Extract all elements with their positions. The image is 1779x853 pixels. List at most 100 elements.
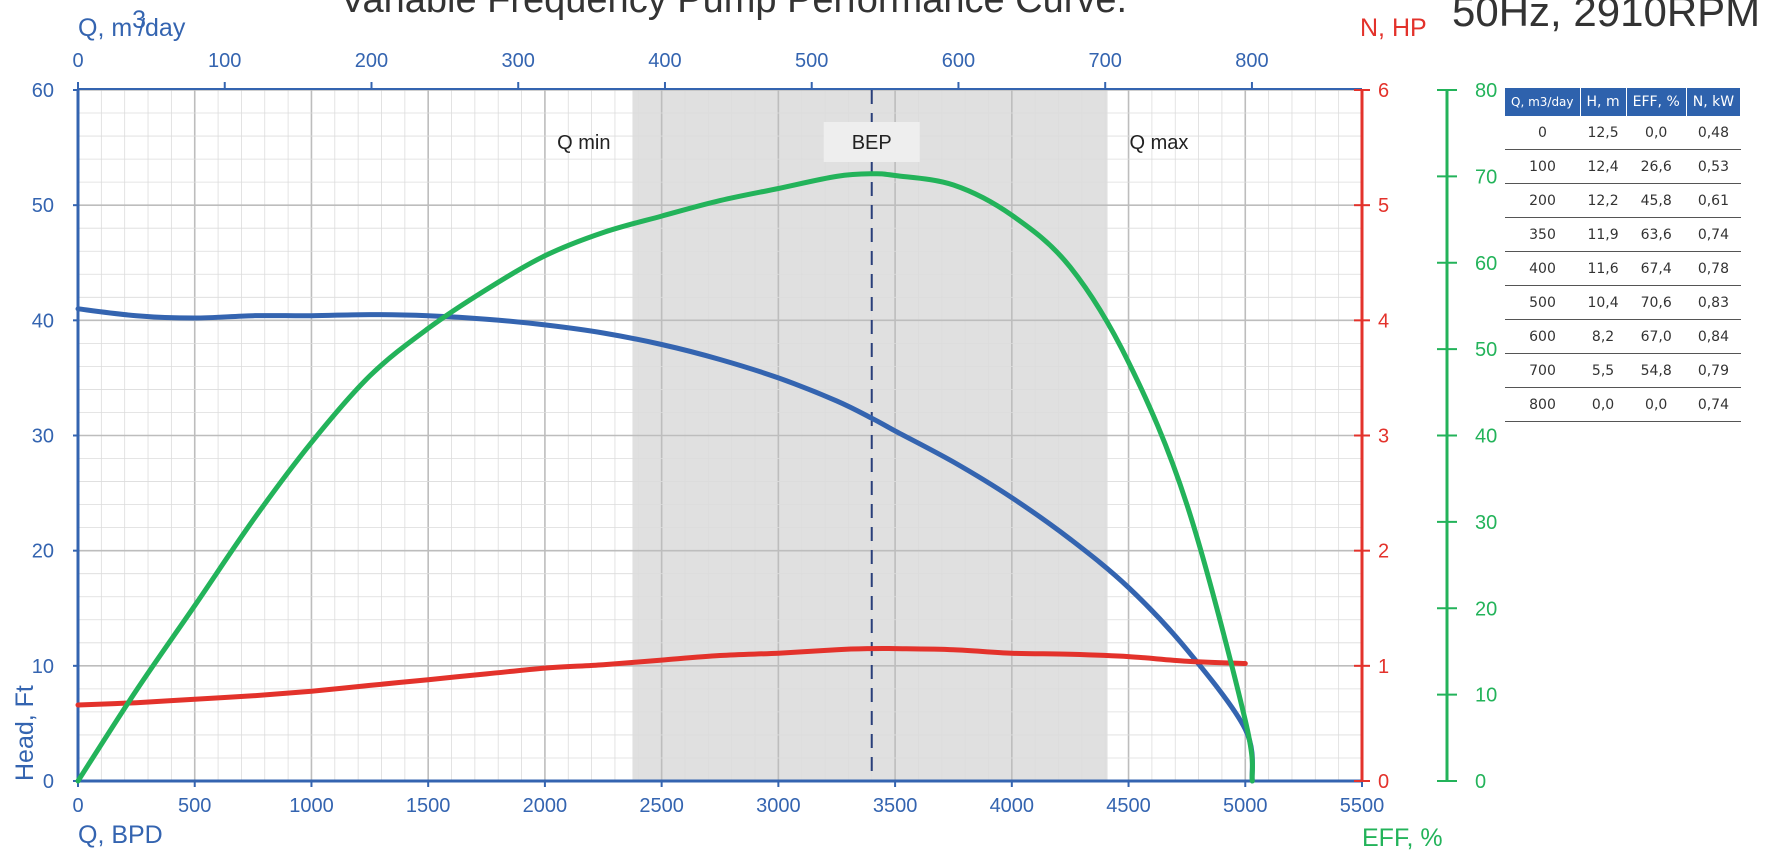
m3-axis-title: Q, m3/day: [78, 6, 186, 42]
m3-tick-label: 0: [72, 50, 83, 72]
table-cell: 67,4: [1626, 251, 1687, 286]
table-cell: 0,83: [1686, 285, 1741, 320]
table-row: 200 12,2 45,8 0,61: [1505, 183, 1741, 218]
table-cell: 800: [1505, 387, 1581, 422]
table-row: 100 12,4 26,6 0,53: [1505, 149, 1741, 184]
bpd-tick-label: 5500: [1340, 795, 1385, 817]
table-cell: 0,48: [1686, 116, 1741, 150]
eff-tick-label: 0: [1475, 771, 1486, 793]
power-tick-label: 2: [1378, 541, 1389, 563]
head-axis-title: Head, Ft: [11, 685, 39, 781]
power-tick-label: 5: [1378, 195, 1389, 217]
eff-tick-label: 10: [1475, 685, 1497, 707]
bpd-tick-label: 5000: [1223, 795, 1268, 817]
m3-tick-label: 100: [208, 50, 241, 72]
eff-tick-label: 70: [1475, 166, 1497, 188]
m3-tick-label: 400: [648, 50, 681, 72]
power-tick-label: 1: [1378, 656, 1389, 678]
table-row: 400 11,6 67,4 0,78: [1505, 251, 1741, 286]
table-cell: 0,61: [1686, 183, 1741, 218]
table-cell: 0,84: [1686, 319, 1741, 354]
table-cell: 12,2: [1580, 183, 1627, 218]
table-cell: 67,0: [1626, 319, 1687, 354]
table-cell: 0,0: [1626, 116, 1687, 150]
bpd-tick-label: 2500: [639, 795, 684, 817]
power-tick-label: 3: [1378, 426, 1389, 448]
table-row: 0 12,5 0,0 0,48: [1505, 116, 1741, 150]
head-curve: [75, 306, 1255, 784]
head-tick-label: 30: [32, 426, 54, 448]
table-cell: 12,4: [1580, 149, 1627, 184]
bpd-tick-label: 500: [178, 795, 211, 817]
q-min-label: Q min: [557, 132, 610, 154]
eff-tick-label: 20: [1475, 598, 1497, 620]
bpd-tick-label: 3000: [756, 795, 801, 817]
m3-tick-label: 800: [1235, 50, 1268, 72]
m3-tick-label: 700: [1089, 50, 1122, 72]
table-cell: 0,79: [1686, 353, 1741, 388]
head-tick-label: 10: [32, 656, 54, 678]
power-tick-label: 6: [1378, 80, 1389, 102]
m3-tick-label: 200: [355, 50, 388, 72]
power-tick-label: 4: [1378, 310, 1389, 332]
table-cell: 400: [1505, 251, 1581, 286]
bpd-tick-label: 4500: [1106, 795, 1151, 817]
table-header-cell: EFF, %: [1626, 88, 1687, 116]
table-cell: 100: [1505, 149, 1581, 184]
head-tick-label: 60: [32, 80, 54, 102]
eff-tick-label: 30: [1475, 512, 1497, 534]
table-row: 800 0,0 0,0 0,74: [1505, 387, 1741, 422]
table-cell: 0,74: [1686, 387, 1741, 422]
table-cell: 600: [1505, 319, 1581, 354]
eff-tick-label: 80: [1475, 80, 1497, 102]
m3-tick-label: 300: [502, 50, 535, 72]
table-row: 700 5,5 54,8 0,79: [1505, 353, 1741, 388]
table-cell: 54,8: [1626, 353, 1687, 388]
bpd-tick-label: 1500: [406, 795, 451, 817]
m3-tick-label: 600: [942, 50, 975, 72]
chart-subtitle: 50Hz, 2910RPM: [1452, 0, 1760, 35]
eff-tick-label: 40: [1475, 426, 1497, 448]
table-row: 500 10,4 70,6 0,83: [1505, 285, 1741, 320]
table-cell: 70,6: [1626, 285, 1687, 320]
bpd-tick-label: 3500: [873, 795, 918, 817]
bpd-axis-title: Q, BPD: [78, 821, 163, 849]
table-cell: 11,9: [1580, 217, 1627, 252]
bpd-tick-label: 4000: [990, 795, 1035, 817]
eff-axis-title: EFF, %: [1362, 824, 1443, 852]
table-cell: 0,78: [1686, 251, 1741, 286]
power-axis-title: N, HP: [1360, 14, 1427, 42]
table-header-cell: Q, m3/day: [1505, 88, 1581, 116]
q-max-label: Q max: [1130, 132, 1189, 154]
table-cell: 0,74: [1686, 217, 1741, 252]
table-cell: 700: [1505, 353, 1581, 388]
bpd-tick-label: 0: [72, 795, 83, 817]
bpd-tick-label: 2000: [523, 795, 568, 817]
bpd-tick-label: 1000: [289, 795, 334, 817]
table-cell: 0,0: [1580, 387, 1627, 422]
table-cell: 0,53: [1686, 149, 1741, 184]
table-cell: 12,5: [1580, 116, 1627, 150]
head-tick-label: 40: [32, 310, 54, 332]
table-cell: 500: [1505, 285, 1581, 320]
eff-tick-label: 50: [1475, 339, 1497, 361]
head-tick-label: 50: [32, 195, 54, 217]
table-header-row: Q, m3/day H, m EFF, % N, kW: [1505, 88, 1742, 116]
bep-label: BEP: [852, 132, 892, 154]
head-tick-label: 0: [43, 771, 54, 793]
power-curve: [75, 645, 1248, 708]
table-cell: 45,8: [1626, 183, 1687, 218]
table-cell: 26,6: [1626, 149, 1687, 184]
bep-label-background: [823, 122, 920, 162]
eff-tick-label: 60: [1475, 253, 1497, 275]
table-cell: 200: [1505, 183, 1581, 218]
table-row: 600 8,2 67,0 0,84: [1505, 319, 1741, 354]
table-header-cell: N, kW: [1686, 88, 1742, 116]
table-cell: 0,0: [1626, 387, 1687, 422]
table-cell: 10,4: [1580, 285, 1627, 320]
table-cell: 11,6: [1580, 251, 1627, 286]
table-cell: 8,2: [1580, 319, 1627, 354]
table-cell: 0: [1505, 116, 1581, 150]
table-cell: 5,5: [1580, 353, 1627, 388]
